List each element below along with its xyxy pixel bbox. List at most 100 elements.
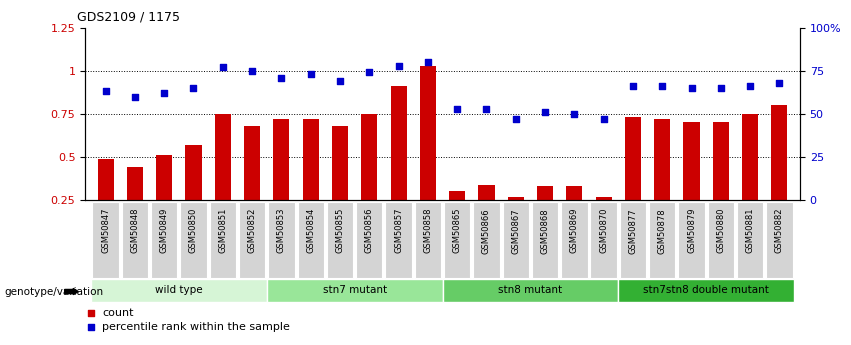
Point	[216, 65, 230, 70]
Point	[597, 116, 610, 122]
Text: wild type: wild type	[155, 285, 203, 295]
Bar	[771, 105, 787, 243]
Text: GSM50877: GSM50877	[628, 208, 637, 254]
Bar	[713, 122, 729, 243]
FancyBboxPatch shape	[443, 279, 619, 302]
Bar	[596, 197, 612, 243]
FancyBboxPatch shape	[151, 202, 177, 278]
Text: GDS2109 / 1175: GDS2109 / 1175	[77, 10, 180, 23]
Point	[743, 83, 757, 89]
Text: GSM50847: GSM50847	[101, 208, 110, 253]
FancyBboxPatch shape	[209, 202, 236, 278]
Point	[334, 78, 347, 84]
Point	[714, 85, 728, 91]
FancyBboxPatch shape	[268, 202, 294, 278]
Bar	[98, 159, 114, 243]
Bar	[186, 145, 202, 243]
Text: GSM50881: GSM50881	[745, 208, 755, 253]
Point	[304, 71, 317, 77]
Point	[655, 83, 669, 89]
Bar	[391, 86, 407, 243]
FancyBboxPatch shape	[122, 202, 148, 278]
Bar	[244, 126, 260, 243]
FancyBboxPatch shape	[327, 202, 353, 278]
Point	[450, 106, 464, 111]
Bar	[742, 114, 758, 243]
FancyBboxPatch shape	[386, 202, 412, 278]
Point	[773, 80, 786, 86]
Point	[99, 89, 112, 94]
Point	[245, 68, 259, 73]
Text: genotype/variation: genotype/variation	[4, 287, 103, 296]
Text: GSM50880: GSM50880	[717, 208, 725, 253]
Bar	[156, 155, 172, 243]
FancyBboxPatch shape	[649, 202, 676, 278]
Point	[129, 94, 142, 99]
Bar	[625, 117, 641, 243]
Point	[157, 90, 171, 96]
Point	[421, 59, 435, 65]
Point	[363, 70, 376, 75]
Point	[275, 75, 288, 80]
Text: stn8 mutant: stn8 mutant	[499, 285, 563, 295]
Bar	[127, 167, 143, 243]
FancyBboxPatch shape	[591, 202, 617, 278]
Text: percentile rank within the sample: percentile rank within the sample	[102, 322, 290, 332]
FancyBboxPatch shape	[561, 202, 587, 278]
Text: GSM50858: GSM50858	[423, 208, 432, 253]
Point	[480, 106, 494, 111]
FancyBboxPatch shape	[180, 202, 207, 278]
Text: GSM50856: GSM50856	[365, 208, 374, 253]
Bar	[303, 119, 319, 243]
Text: GSM50857: GSM50857	[394, 208, 403, 253]
Bar	[273, 119, 289, 243]
Bar	[566, 186, 582, 243]
Bar	[683, 122, 700, 243]
Bar	[478, 185, 494, 243]
Text: count: count	[102, 308, 134, 318]
Point	[85, 310, 98, 315]
Text: GSM50870: GSM50870	[599, 208, 608, 253]
Point	[626, 83, 640, 89]
Bar	[214, 114, 231, 243]
Bar	[449, 191, 465, 243]
FancyBboxPatch shape	[91, 279, 266, 302]
Text: GSM50868: GSM50868	[540, 208, 550, 254]
Bar	[332, 126, 348, 243]
Point	[538, 109, 551, 115]
Text: GSM50851: GSM50851	[219, 208, 227, 253]
Text: GSM50848: GSM50848	[130, 208, 140, 253]
Bar	[508, 197, 524, 243]
FancyBboxPatch shape	[239, 202, 266, 278]
Text: stn7stn8 double mutant: stn7stn8 double mutant	[643, 285, 769, 295]
Text: GSM50850: GSM50850	[189, 208, 198, 253]
FancyBboxPatch shape	[678, 202, 705, 278]
Point	[85, 325, 98, 330]
FancyBboxPatch shape	[532, 202, 558, 278]
Text: GSM50865: GSM50865	[453, 208, 462, 253]
FancyBboxPatch shape	[266, 279, 443, 302]
Text: GSM50869: GSM50869	[570, 208, 579, 253]
FancyBboxPatch shape	[444, 202, 471, 278]
Point	[568, 111, 581, 117]
Point	[186, 85, 200, 91]
FancyBboxPatch shape	[737, 202, 763, 278]
FancyBboxPatch shape	[356, 202, 382, 278]
Text: GSM50879: GSM50879	[687, 208, 696, 253]
FancyBboxPatch shape	[503, 202, 529, 278]
Text: GSM50854: GSM50854	[306, 208, 315, 253]
FancyBboxPatch shape	[708, 202, 734, 278]
Text: GSM50849: GSM50849	[160, 208, 168, 253]
Point	[391, 63, 405, 68]
FancyBboxPatch shape	[620, 202, 646, 278]
FancyBboxPatch shape	[298, 202, 324, 278]
Text: GSM50867: GSM50867	[511, 208, 520, 254]
Bar	[361, 114, 377, 243]
FancyBboxPatch shape	[766, 202, 792, 278]
Text: GSM50855: GSM50855	[335, 208, 345, 253]
Text: GSM50852: GSM50852	[248, 208, 257, 253]
FancyBboxPatch shape	[619, 279, 794, 302]
Bar	[537, 186, 553, 243]
Text: GSM50878: GSM50878	[658, 208, 666, 254]
Point	[509, 116, 523, 122]
